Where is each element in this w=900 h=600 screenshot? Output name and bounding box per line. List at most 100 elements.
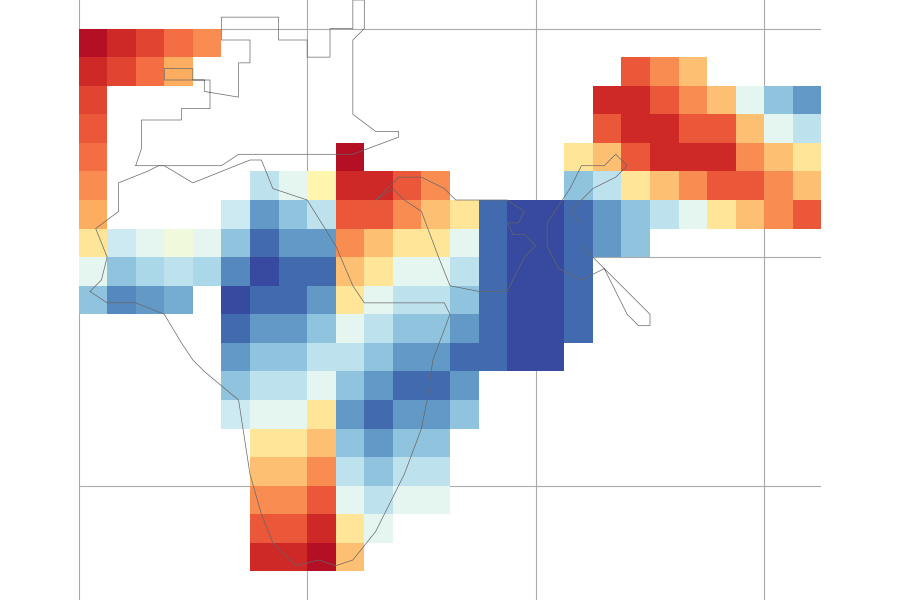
Bar xyxy=(336,286,364,314)
Bar xyxy=(421,229,450,257)
Bar xyxy=(393,286,421,314)
Bar xyxy=(450,400,479,428)
Bar xyxy=(393,314,421,343)
Bar xyxy=(507,314,536,343)
Bar xyxy=(621,143,650,172)
Bar xyxy=(250,286,279,314)
Bar xyxy=(364,400,393,428)
Bar xyxy=(221,400,250,428)
Bar xyxy=(507,257,536,286)
Bar xyxy=(593,143,621,172)
Bar xyxy=(421,371,450,400)
Bar xyxy=(336,229,364,257)
Bar xyxy=(279,172,307,200)
Bar xyxy=(136,286,165,314)
Bar xyxy=(507,343,536,371)
Bar xyxy=(593,86,621,114)
Bar xyxy=(364,457,393,486)
Bar xyxy=(250,486,279,514)
Bar xyxy=(364,257,393,286)
Bar xyxy=(679,86,707,114)
Bar xyxy=(307,428,336,457)
Bar xyxy=(793,114,822,143)
Bar xyxy=(165,229,193,257)
Bar xyxy=(78,114,107,143)
Bar xyxy=(793,143,822,172)
Bar xyxy=(336,486,364,514)
Bar xyxy=(707,172,735,200)
Bar xyxy=(735,172,764,200)
Bar xyxy=(279,400,307,428)
Bar xyxy=(364,286,393,314)
Bar xyxy=(78,86,107,114)
Bar xyxy=(621,114,650,143)
Bar xyxy=(307,343,336,371)
Bar xyxy=(421,200,450,229)
Bar xyxy=(136,229,165,257)
Bar xyxy=(564,172,593,200)
Bar xyxy=(650,143,679,172)
Bar xyxy=(165,286,193,314)
Bar xyxy=(450,200,479,229)
Bar xyxy=(650,57,679,86)
Bar xyxy=(735,86,764,114)
Bar xyxy=(564,286,593,314)
Bar xyxy=(393,172,421,200)
Bar xyxy=(78,57,107,86)
Bar xyxy=(279,343,307,371)
Bar xyxy=(279,486,307,514)
Bar xyxy=(536,286,564,314)
Bar xyxy=(307,371,336,400)
Bar xyxy=(336,172,364,200)
Bar xyxy=(564,257,593,286)
Bar xyxy=(479,343,507,371)
Bar xyxy=(536,257,564,286)
Bar xyxy=(393,400,421,428)
Bar xyxy=(307,229,336,257)
Bar xyxy=(364,343,393,371)
Bar xyxy=(793,172,822,200)
Bar xyxy=(536,229,564,257)
Bar xyxy=(621,172,650,200)
Bar xyxy=(221,229,250,257)
Bar xyxy=(250,200,279,229)
Bar xyxy=(421,457,450,486)
Bar xyxy=(136,29,165,57)
Bar xyxy=(393,371,421,400)
Bar xyxy=(250,400,279,428)
Bar xyxy=(250,314,279,343)
Bar xyxy=(78,29,107,57)
Bar xyxy=(307,514,336,543)
Bar xyxy=(78,229,107,257)
Bar xyxy=(421,257,450,286)
Bar xyxy=(650,200,679,229)
Bar xyxy=(364,486,393,514)
Bar xyxy=(364,514,393,543)
Bar xyxy=(107,57,136,86)
Bar xyxy=(78,229,107,257)
Bar xyxy=(307,257,336,286)
Bar xyxy=(364,428,393,457)
Bar xyxy=(679,143,707,172)
Bar xyxy=(450,314,479,343)
Bar xyxy=(707,200,735,229)
Bar xyxy=(307,543,336,571)
Bar xyxy=(78,172,107,200)
Bar xyxy=(336,343,364,371)
Bar xyxy=(421,400,450,428)
Bar xyxy=(165,57,193,86)
Bar xyxy=(307,200,336,229)
Bar xyxy=(621,229,650,257)
Bar xyxy=(336,257,364,286)
Bar xyxy=(221,257,250,286)
Bar xyxy=(507,229,536,257)
Bar xyxy=(450,343,479,371)
Bar xyxy=(279,543,307,571)
Bar xyxy=(764,114,793,143)
Bar xyxy=(250,343,279,371)
Bar xyxy=(536,314,564,343)
Bar xyxy=(364,229,393,257)
Bar xyxy=(564,143,593,172)
Bar xyxy=(107,257,136,286)
Bar xyxy=(250,514,279,543)
